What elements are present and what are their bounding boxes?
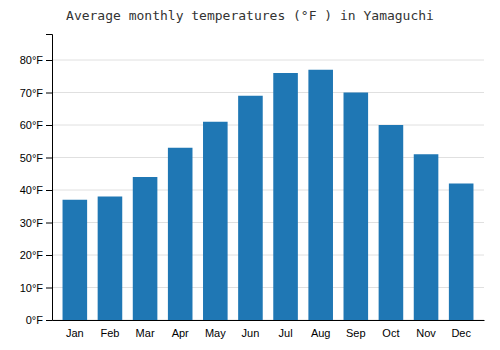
- y-tick-mark: [46, 320, 52, 321]
- chart-svg: Average monthly temperatures (°F ) in Ya…: [0, 0, 500, 350]
- bar: [98, 197, 123, 321]
- x-tick: May: [205, 327, 226, 339]
- bars: [63, 70, 474, 320]
- y-tick-label: 20°F: [20, 249, 44, 261]
- x-tick-label: Aug: [311, 327, 331, 339]
- y-tick: 10°F: [20, 282, 52, 294]
- bar: [449, 184, 474, 321]
- bar: [344, 93, 369, 321]
- bar: [133, 177, 158, 320]
- y-tick-mark: [46, 158, 52, 159]
- x-tick: Jan: [66, 327, 84, 339]
- y-axis: 0°F 10°F 20°F 30°F 40°F 50°F 60°F 70°F 80°F: [20, 35, 53, 327]
- y-axis-line: [46, 35, 53, 321]
- x-tick-label: Nov: [416, 327, 436, 339]
- y-tick: 80°F: [20, 54, 52, 66]
- y-tick-label: 10°F: [20, 282, 44, 294]
- x-tick: Jun: [242, 327, 260, 339]
- y-tick: 20°F: [20, 249, 52, 261]
- y-tick-label: 80°F: [20, 54, 44, 66]
- chart-container: Average monthly temperatures (°F ) in Ya…: [0, 0, 500, 350]
- x-tick: Apr: [172, 327, 189, 339]
- x-axis: Jan Feb Mar Apr May Jun Jul Aug Sep Oct Nov Dec: [53, 321, 485, 339]
- x-tick-label: May: [205, 327, 226, 339]
- x-tick-label: Jan: [66, 327, 84, 339]
- y-tick: 30°F: [20, 217, 52, 229]
- grid-line: [52, 60, 484, 61]
- x-tick-label: Jun: [242, 327, 260, 339]
- x-tick: Aug: [311, 327, 331, 339]
- x-tick: Oct: [382, 327, 399, 339]
- x-tick: Feb: [100, 327, 119, 339]
- x-tick-label: Dec: [451, 327, 471, 339]
- grid-line: [52, 125, 484, 126]
- y-tick: 70°F: [20, 87, 52, 99]
- y-tick: 50°F: [20, 152, 52, 164]
- x-axis-line: [53, 320, 485, 321]
- chart-title: Average monthly temperatures (°F ) in Ya…: [66, 8, 434, 23]
- x-tick: Jul: [279, 327, 293, 339]
- y-tick-mark: [46, 125, 52, 126]
- y-tick-mark: [46, 223, 52, 224]
- y-tick-mark: [46, 190, 52, 191]
- bar: [63, 200, 88, 320]
- y-tick-label: 60°F: [20, 119, 44, 131]
- y-tick-mark: [46, 93, 52, 94]
- x-tick-label: Feb: [100, 327, 119, 339]
- bar: [238, 96, 263, 320]
- x-tick: Nov: [416, 327, 436, 339]
- y-tick-label: 70°F: [20, 87, 44, 99]
- bar: [414, 154, 439, 320]
- grid: [52, 60, 484, 320]
- x-tick-label: Apr: [172, 327, 189, 339]
- bar: [273, 73, 298, 320]
- bar: [203, 122, 228, 320]
- y-tick: 40°F: [20, 184, 52, 196]
- y-tick-label: 40°F: [20, 184, 44, 196]
- plot-area: 0°F 10°F 20°F 30°F 40°F 50°F 60°F 70°F 80°F Jan Fe…: [20, 35, 485, 339]
- bar: [379, 125, 404, 320]
- bar: [308, 70, 333, 320]
- x-tick-label: Jul: [279, 327, 293, 339]
- y-tick-mark: [46, 288, 52, 289]
- y-tick-label: 0°F: [26, 314, 44, 326]
- x-tick: Sep: [346, 327, 366, 339]
- y-tick: 60°F: [20, 119, 52, 131]
- y-tick: 0°F: [26, 314, 52, 326]
- y-tick-label: 30°F: [20, 217, 44, 229]
- grid-line: [52, 92, 484, 93]
- y-tick-mark: [46, 60, 52, 61]
- x-tick: Mar: [136, 327, 155, 339]
- y-tick-mark: [46, 255, 52, 256]
- x-tick-label: Oct: [382, 327, 399, 339]
- y-tick-label: 50°F: [20, 152, 44, 164]
- bar: [168, 148, 193, 320]
- x-tick: Dec: [451, 327, 471, 339]
- x-tick-label: Mar: [136, 327, 155, 339]
- x-tick-label: Sep: [346, 327, 366, 339]
